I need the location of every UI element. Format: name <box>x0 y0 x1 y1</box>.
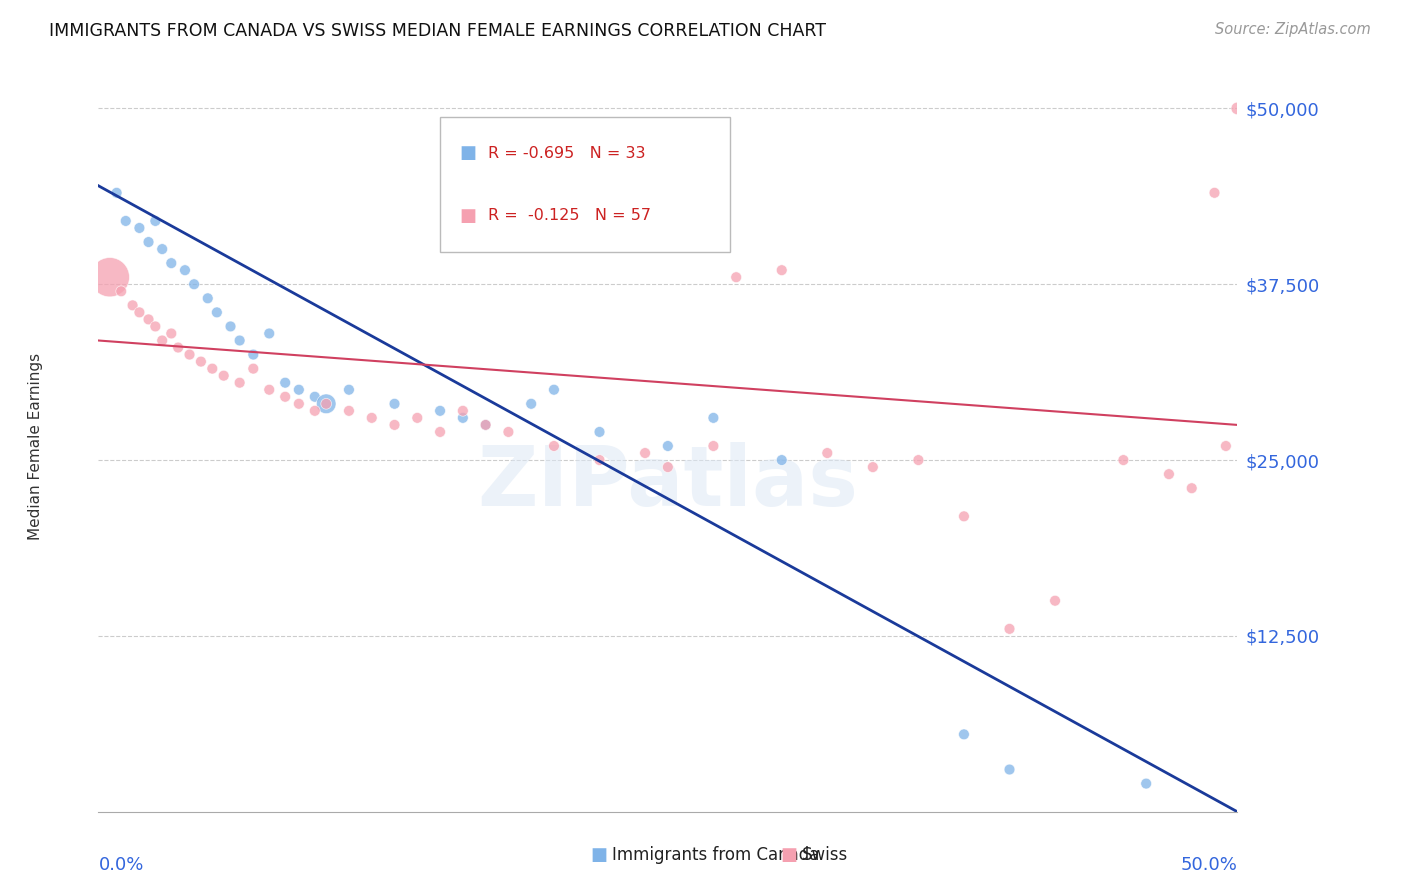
Point <box>145 214 167 228</box>
Point <box>228 334 250 348</box>
Point <box>429 404 451 418</box>
Point <box>907 453 929 467</box>
Point <box>190 354 212 368</box>
Point <box>288 383 311 397</box>
Point <box>105 186 128 200</box>
Point <box>337 383 360 397</box>
Point <box>259 383 281 397</box>
Point <box>953 727 976 741</box>
Point <box>274 390 297 404</box>
Point <box>588 453 610 467</box>
Point <box>406 410 429 425</box>
Point <box>451 404 474 418</box>
Point <box>474 417 496 432</box>
Point <box>1112 453 1135 467</box>
Point <box>1215 439 1237 453</box>
Point <box>274 376 297 390</box>
Text: R = -0.695   N = 33: R = -0.695 N = 33 <box>488 146 645 161</box>
Point <box>183 277 205 292</box>
Point <box>998 622 1021 636</box>
Point <box>770 453 793 467</box>
Point <box>474 417 496 432</box>
Text: ■: ■ <box>591 846 607 863</box>
Point <box>138 312 160 326</box>
Point <box>953 509 976 524</box>
Point <box>815 446 838 460</box>
Point <box>315 397 337 411</box>
Point <box>634 446 657 460</box>
Point <box>998 763 1021 777</box>
Point <box>242 361 264 376</box>
Point <box>498 425 520 439</box>
Text: Swiss: Swiss <box>801 846 848 863</box>
Point <box>337 404 360 418</box>
Point <box>315 397 337 411</box>
Point <box>1135 776 1157 790</box>
Point <box>304 404 326 418</box>
Point <box>1226 102 1249 116</box>
FancyBboxPatch shape <box>440 117 731 252</box>
Text: ■: ■ <box>780 846 797 863</box>
Text: ZIPatlas: ZIPatlas <box>478 442 858 523</box>
Text: ■: ■ <box>460 145 477 162</box>
Point <box>138 235 160 249</box>
Text: 50.0%: 50.0% <box>1181 855 1237 873</box>
Point <box>128 305 150 319</box>
Point <box>110 285 132 299</box>
Point <box>384 397 406 411</box>
Point <box>702 410 724 425</box>
Point <box>304 390 326 404</box>
Point <box>242 347 264 362</box>
Point <box>862 460 884 475</box>
Point <box>520 397 543 411</box>
Text: Source: ZipAtlas.com: Source: ZipAtlas.com <box>1215 22 1371 37</box>
Point <box>205 305 228 319</box>
Point <box>160 256 183 270</box>
Point <box>725 270 748 285</box>
Point <box>543 439 565 453</box>
Point <box>451 410 474 425</box>
Point <box>1204 186 1226 200</box>
Point <box>360 410 382 425</box>
Point <box>201 361 224 376</box>
Point <box>259 326 281 341</box>
Point <box>128 221 150 235</box>
Text: ■: ■ <box>460 207 477 225</box>
Point <box>588 425 610 439</box>
Point <box>197 291 219 305</box>
Point <box>288 397 311 411</box>
Point <box>179 347 201 362</box>
Text: Median Female Earnings: Median Female Earnings <box>28 352 44 540</box>
Point <box>174 263 197 277</box>
Text: Immigrants from Canada: Immigrants from Canada <box>612 846 818 863</box>
Point <box>1157 467 1180 482</box>
Point <box>150 334 173 348</box>
Point <box>1181 481 1204 495</box>
Point <box>543 383 565 397</box>
Point <box>384 417 406 432</box>
Point <box>657 439 679 453</box>
Point <box>770 263 793 277</box>
Point <box>150 242 173 256</box>
Text: IMMIGRANTS FROM CANADA VS SWISS MEDIAN FEMALE EARNINGS CORRELATION CHART: IMMIGRANTS FROM CANADA VS SWISS MEDIAN F… <box>49 22 827 40</box>
Point <box>228 376 250 390</box>
Point <box>702 439 724 453</box>
Point <box>657 460 679 475</box>
Point <box>121 298 143 312</box>
Point <box>160 326 183 341</box>
Point <box>219 319 242 334</box>
Point <box>114 214 136 228</box>
Point <box>167 341 190 355</box>
Point <box>429 425 451 439</box>
Point <box>98 270 121 285</box>
Text: R =  -0.125   N = 57: R = -0.125 N = 57 <box>488 208 651 223</box>
Point <box>145 319 167 334</box>
Point <box>1043 593 1066 607</box>
Point <box>212 368 235 383</box>
Text: 0.0%: 0.0% <box>98 855 143 873</box>
